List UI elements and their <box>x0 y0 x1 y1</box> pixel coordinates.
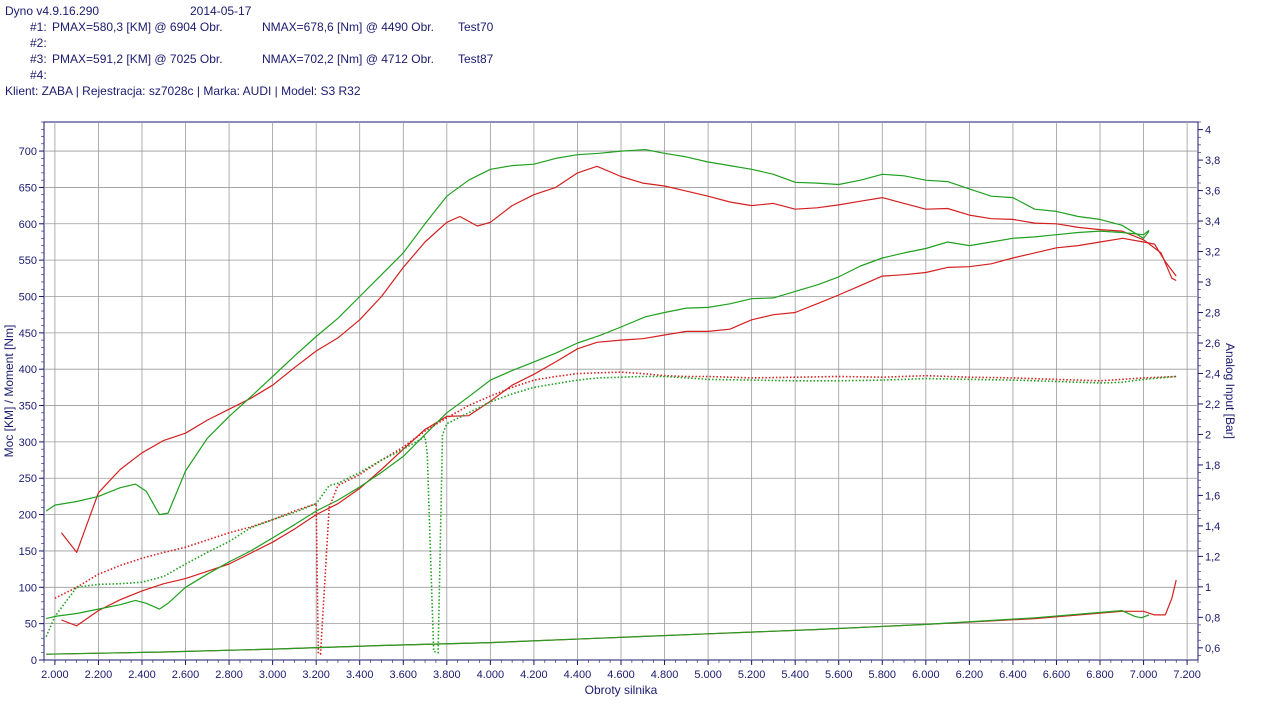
y-tick-label: 300 <box>19 437 37 449</box>
y-tick-label: 500 <box>19 291 37 303</box>
x-tick-label: 4.600 <box>607 669 635 681</box>
x-tick-label: 3.800 <box>433 669 461 681</box>
x-tick-label: 2.600 <box>172 669 200 681</box>
y-tick-label: 450 <box>19 328 37 340</box>
x-axis-label: Obroty silnika <box>585 683 658 697</box>
run-3-id: #3: <box>30 52 47 66</box>
y2-axis-label: Analog Input [Bar] <box>1223 343 1237 439</box>
series-run1-analog <box>54 371 1177 655</box>
x-tick-label: 2.200 <box>85 669 113 681</box>
y-tick-label: 50 <box>25 619 37 631</box>
y-tick-label: 650 <box>19 182 37 194</box>
x-tick-label: 5.200 <box>738 669 766 681</box>
y2-tick-label: 3,2 <box>1205 247 1220 259</box>
x-tick-label: 3.200 <box>302 669 330 681</box>
y2-tick-label: 1 <box>1205 582 1211 594</box>
x-tick-label: 2.000 <box>41 669 69 681</box>
x-tick-label: 6.000 <box>912 669 940 681</box>
app-version: Dyno v4.9.16.290 <box>5 4 100 18</box>
x-tick-label: 6.600 <box>1043 669 1071 681</box>
y2-tick-label: 3 <box>1205 277 1211 289</box>
series-run3-baseline <box>46 610 1150 655</box>
y-tick-label: 200 <box>19 510 37 522</box>
run-3-test: Test87 <box>458 52 494 66</box>
x-tick-label: 5.600 <box>825 669 853 681</box>
y-tick-label: 0 <box>31 655 37 667</box>
x-tick-label: 3.000 <box>259 669 287 681</box>
y2-tick-label: 2,4 <box>1205 368 1220 380</box>
series-run3-torque <box>45 149 1150 516</box>
y2-tick-label: 1,8 <box>1205 460 1220 472</box>
x-tick-label: 6.400 <box>999 669 1027 681</box>
y2-tick-label: 2,2 <box>1205 399 1220 411</box>
series-run3-analog <box>45 375 1177 654</box>
y2-tick-label: 0,8 <box>1205 612 1220 624</box>
x-tick-label: 4.400 <box>564 669 592 681</box>
x-tick-label: 4.200 <box>520 669 548 681</box>
y2-tick-label: 1,2 <box>1205 551 1220 563</box>
y2-tick-label: 2 <box>1205 429 1211 441</box>
x-tick-label: 6.200 <box>956 669 984 681</box>
y-tick-label: 700 <box>19 146 37 158</box>
y2-tick-label: 4 <box>1205 125 1211 137</box>
series-run3-power <box>46 229 1150 620</box>
y2-tick-label: 2,6 <box>1205 338 1220 350</box>
x-tick-label: 2.400 <box>128 669 156 681</box>
y-tick-label: 150 <box>19 546 37 558</box>
y2-tick-label: 3,8 <box>1205 155 1220 167</box>
run-1-pmax: PMAX=580,3 [KM] @ 6904 Obr. <box>52 20 223 34</box>
y2-tick-label: 2,8 <box>1205 308 1220 320</box>
x-tick-label: 3.600 <box>389 669 417 681</box>
y-tick-label: 100 <box>19 582 37 594</box>
y-tick-label: 250 <box>19 473 37 485</box>
y-tick-label: 550 <box>19 255 37 267</box>
run-1-test: Test70 <box>458 20 494 34</box>
x-tick-label: 7.000 <box>1130 669 1158 681</box>
series-run1-power <box>61 237 1177 627</box>
x-tick-label: 2.800 <box>215 669 243 681</box>
x-tick-label: 4.800 <box>651 669 679 681</box>
x-tick-label: 5.000 <box>694 669 722 681</box>
run-3-nmax: NMAX=702,2 [Nm] @ 4712 Obr. <box>262 52 434 66</box>
test-date: 2014-05-17 <box>190 4 252 18</box>
run-1-id: #1: <box>30 20 47 34</box>
series-run1-torque <box>60 165 1177 553</box>
x-tick-label: 6.800 <box>1086 669 1114 681</box>
run-3-pmax: PMAX=591,2 [KM] @ 7025 Obr. <box>52 52 223 66</box>
y2-tick-label: 0,6 <box>1205 643 1220 655</box>
y2-tick-label: 3,6 <box>1205 186 1220 198</box>
x-tick-label: 5.800 <box>869 669 897 681</box>
y-tick-label: 350 <box>19 401 37 413</box>
y2-tick-label: 3,4 <box>1205 216 1220 228</box>
y-axis-label: Moc [KM] / Moment [Nm] <box>2 325 16 458</box>
x-tick-label: 4.000 <box>477 669 505 681</box>
run-1-nmax: NMAX=678,6 [Nm] @ 4490 Obr. <box>262 20 434 34</box>
client-info: Klient: ZABA | Rejestracja: sz7028c | Ma… <box>5 84 361 98</box>
y-tick-label: 600 <box>19 219 37 231</box>
x-tick-label: 3.400 <box>346 669 374 681</box>
y2-tick-label: 1,6 <box>1205 490 1220 502</box>
x-tick-label: 5.400 <box>781 669 809 681</box>
run-4-id: #4: <box>30 68 47 82</box>
y2-tick-label: 1,4 <box>1205 521 1220 533</box>
x-tick-label: 7.200 <box>1173 669 1201 681</box>
y-tick-label: 400 <box>19 364 37 376</box>
run-2-id: #2: <box>30 36 47 50</box>
